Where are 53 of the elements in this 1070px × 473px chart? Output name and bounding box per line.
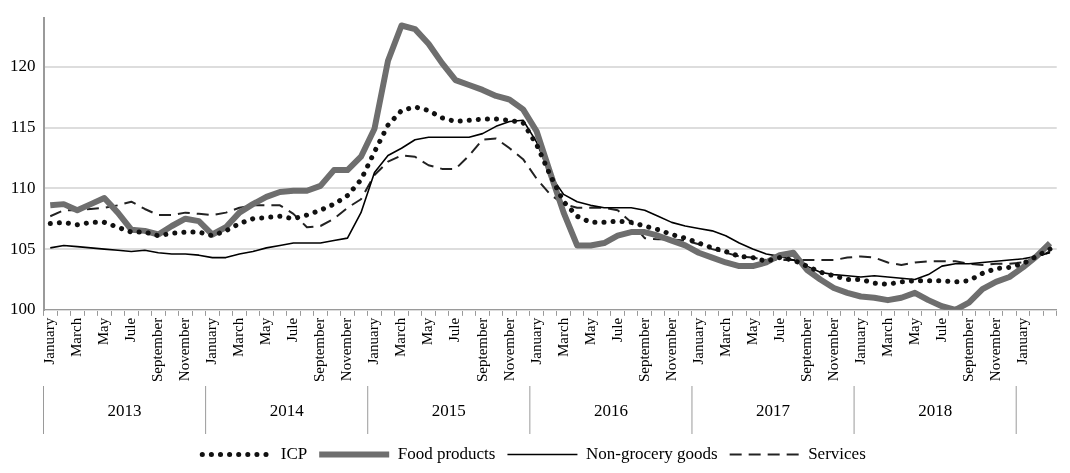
text: 2018 [918,401,953,421]
x-tick-label: January [527,317,544,365]
x-tick-label: May [581,317,598,346]
text: 2017 [756,401,791,421]
x-tick-label: January [365,317,382,365]
x-tick-label: January [41,317,58,365]
legend-label: ICP [280,443,308,463]
x-tick-label: September [149,317,166,383]
x-tick-label: March [878,317,895,358]
x-tick-label: November [824,317,841,382]
x-tick-label: May [419,317,436,346]
x-tick-label: March [554,317,571,358]
x-tick-label: November [986,317,1003,382]
x-tick-label: March [392,317,409,358]
x-tick-label: January [203,317,220,365]
x-tick-label: May [743,317,760,346]
x-tick-label: Jule [608,317,625,343]
x-tick-label: January [851,317,868,365]
x-tick-label: September [959,317,976,383]
x-tick-label: November [500,317,517,382]
x-tick-label: Jule [446,317,463,343]
x-tick-label: May [257,317,274,346]
x-tick-label: November [176,317,193,382]
x-tick-label: January [689,317,706,365]
x-tick-label: November [662,317,679,382]
text: 2013 [107,401,142,421]
x-tick-label: November [338,317,355,382]
x-tick-label: Jule [122,317,139,343]
legend-label: Services [808,443,866,463]
text: 2014 [269,401,305,421]
y-tick-label: 105 [10,238,36,258]
x-tick-label: September [311,317,328,383]
y-tick-label: 115 [10,117,36,137]
x-tick-label: March [68,317,85,358]
x-tick-label: May [95,317,112,346]
y-tick-label: 120 [10,56,36,76]
text: 2016 [593,401,628,421]
x-tick-label: Jule [770,317,787,343]
x-tick-label: March [230,317,247,358]
x-tick-label: May [905,317,922,346]
x-tick-label: Jule [932,317,949,343]
x-tick-label: January [1013,317,1030,365]
y-tick-label: 110 [10,177,36,197]
text: 2015 [431,401,466,421]
legend-label: Food products [397,443,496,463]
x-tick-label: September [473,317,490,383]
x-tick-label: Jule [284,317,301,343]
legend-label: Non-grocery goods [585,443,718,463]
x-tick-label: September [797,317,814,383]
line-series [49,137,1051,266]
x-tick-label: March [716,317,733,358]
y-tick-label: 100 [10,299,36,319]
x-tick-label: September [635,317,652,383]
